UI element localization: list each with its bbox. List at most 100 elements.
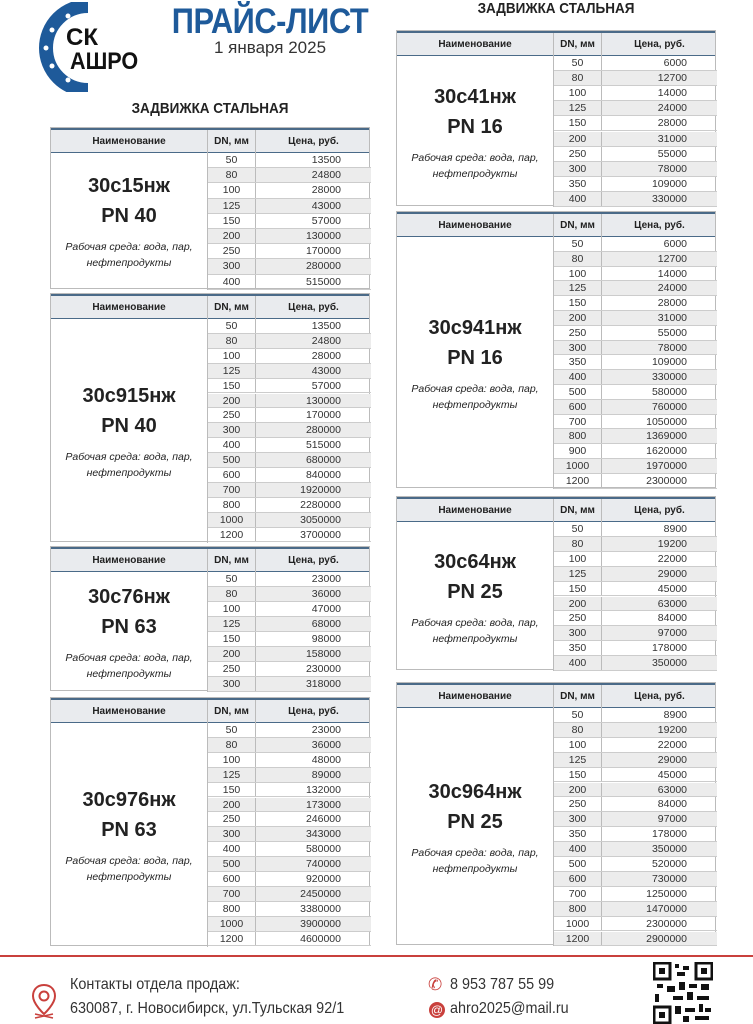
table-row: 1000 3050000 [208,512,371,528]
dn-cell: 50 [554,237,602,251]
dn-cell: 600 [554,871,602,886]
column-header-price: Цена, руб. [634,39,685,50]
table-row: 80 36000 [208,737,371,753]
dn-cell: 500 [208,857,256,871]
price-cell: 45000 [657,768,687,781]
pressure-rating: PN 25 [447,811,503,834]
dn-cell: 600 [554,399,602,414]
dn-cell: 400 [208,438,256,453]
price-cell: 48000 [311,753,341,766]
column-header-price: Цена, руб. [634,505,685,516]
column-header-dn: DN, мм [554,685,602,708]
column-header-dn: DN, мм [554,214,602,237]
table-row: 900 1620000 [554,444,717,459]
price-cell: 3380000 [300,902,341,915]
column-header-dn: DN, мм [208,130,256,153]
dn-cell: 1200 [554,473,602,488]
dn-cell: 250 [208,662,256,676]
dn-cell: 125 [554,752,602,767]
table-header: Наименование DN, мм Цена, руб. [397,497,715,522]
price-cell: 43000 [311,199,341,212]
table-row: 400 350000 [554,842,717,857]
dn-cell: 125 [208,363,256,378]
dn-cell: 350 [554,176,602,191]
model-cell: 30с41нж PN 16 Рабочая среда: вода, пар, … [397,56,554,207]
dn-cell: 250 [554,146,602,161]
price-cell: 28000 [657,297,687,310]
table-row: 600 730000 [554,871,717,887]
dn-cell: 80 [208,737,256,752]
price-cell: 97000 [657,627,687,640]
table-row: 350 178000 [554,827,717,843]
table-row: 200 130000 [208,393,371,409]
dn-cell: 800 [208,497,256,512]
price-date: 1 января 2025 [213,38,327,57]
price-cell: 178000 [651,828,687,841]
table-header: Наименование DN, мм Цена, руб. [51,294,369,319]
dn-cell: 1000 [208,512,256,527]
dn-cell: 400 [208,842,256,857]
dn-cell: 350 [554,827,602,842]
price-cell: 55000 [657,147,687,160]
column-header-price: Цена, руб. [288,706,339,717]
pressure-rating: PN 25 [447,580,503,603]
dn-cell: 500 [554,857,602,871]
pressure-rating: PN 63 [101,818,157,841]
dn-cell: 250 [208,408,256,423]
email-address[interactable]: ahro2025@mail.ru [450,1000,569,1017]
table-row: 100 28000 [208,183,371,199]
section-title-left: ЗАДВИЖКА СТАЛЬНАЯ [131,100,289,117]
working-media-line: нефтепродукты [86,870,172,883]
table-row: 80 36000 [208,587,371,602]
table-row: 700 1050000 [554,414,717,430]
table-row: 300 78000 [554,340,717,356]
working-media: Рабочая среда: вода, пар, нефтепродукты [51,853,207,885]
price-cell: 29000 [657,753,687,766]
price-cell: 63000 [657,783,687,796]
dn-cell: 50 [208,153,256,168]
price-cell: 8900 [663,523,687,535]
table-row: 200 173000 [208,797,371,813]
dn-cell: 700 [208,886,256,901]
price-cell: 14000 [657,87,687,100]
dn-cell: 900 [554,444,602,458]
table-row: 400 350000 [554,656,717,671]
dn-cell: 300 [554,626,602,641]
dn-cell: 125 [554,566,602,581]
dn-cell: 300 [554,161,602,176]
phone-number[interactable]: 8 953 787 55 99 [450,976,555,993]
working-media: Рабочая среда: вода, пар, нефтепродукты [51,239,207,271]
price-cell: 43000 [311,364,341,377]
model-name: 30с915нж [82,384,176,407]
dn-cell: 100 [554,86,602,101]
phone-icon: ✆ [428,975,443,994]
dn-cell: 250 [208,244,256,259]
dn-cell: 200 [554,596,602,611]
qr-code[interactable] [653,962,713,1024]
dn-cell: 300 [554,812,602,827]
table-header: Наименование DN, мм Цена, руб. [51,547,369,572]
table-row: 200 63000 [554,596,717,612]
dn-cell: 80 [554,536,602,551]
model-cell: 30с976нж PN 63 Рабочая среда: вода, пар,… [51,723,208,947]
dn-cell: 125 [208,617,256,631]
column-header-name: Наименование [397,33,554,56]
table-header: Наименование DN, мм Цена, руб. [397,683,715,708]
price-cell: 350000 [651,657,687,670]
dn-cell: 200 [554,311,602,325]
price-cell: 2900000 [646,932,687,945]
dn-cell: 1000 [554,916,602,931]
model-name: 30с15нж [88,175,170,198]
dn-cell: 100 [554,266,602,281]
column-header-price: Цена, руб. [288,302,339,313]
table-row: 150 132000 [208,782,371,798]
dn-cell: 250 [554,325,602,340]
table-row: 800 3380000 [208,901,371,917]
price-cell: 1620000 [646,445,687,458]
price-cell: 78000 [657,162,687,175]
dn-cell: 350 [554,641,602,656]
price-cell: 130000 [305,230,341,242]
model-name: 30с41нж [434,85,516,108]
table-row: 80 19200 [554,722,717,738]
price-cell: 230000 [305,663,341,675]
